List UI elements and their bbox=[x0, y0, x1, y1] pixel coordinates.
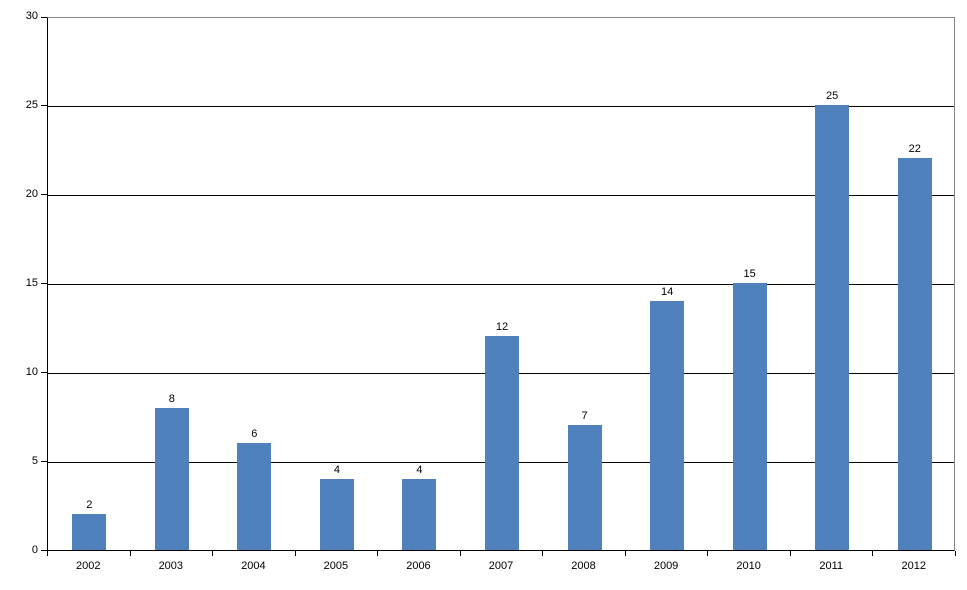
x-tick-11 bbox=[955, 551, 956, 556]
x-tick-7 bbox=[624, 551, 626, 556]
gridline-y-25 bbox=[48, 106, 954, 107]
bar-value-label-2012: 22 bbox=[908, 143, 921, 156]
bar-value-label-2008: 7 bbox=[581, 410, 588, 423]
x-tick-9 bbox=[789, 551, 791, 556]
bar-2002 bbox=[72, 514, 107, 550]
x-tick-2 bbox=[212, 551, 214, 556]
y-axis-tick-label-0: 0 bbox=[31, 544, 38, 556]
bar-value-label-2004: 6 bbox=[251, 428, 258, 441]
gridline-y-15 bbox=[48, 284, 954, 285]
y-tick-0 bbox=[41, 550, 47, 551]
x-tick-4 bbox=[377, 551, 379, 556]
bar-value-label-2006: 4 bbox=[416, 463, 423, 476]
bar-2007 bbox=[485, 336, 519, 550]
plot-area: 2 8 6 4 4 12 7 14 15 25 22 bbox=[47, 17, 955, 551]
x-tick-5 bbox=[459, 551, 461, 556]
y-tick-25 bbox=[41, 105, 47, 106]
x-tick-6 bbox=[542, 551, 544, 556]
x-axis-tick-label-2010: 2010 bbox=[736, 560, 761, 572]
x-tick-1 bbox=[129, 551, 131, 556]
x-axis-tick-label-2005: 2005 bbox=[323, 560, 349, 572]
x-axis-tick-label-2006: 2006 bbox=[406, 560, 431, 572]
x-tick-8 bbox=[707, 551, 709, 556]
bar-value-label-2009: 14 bbox=[660, 285, 674, 298]
y-axis-tick-label-25: 25 bbox=[25, 99, 38, 111]
y-tick-30 bbox=[41, 17, 47, 18]
bar-2011 bbox=[815, 105, 850, 550]
x-axis-tick-label-2002: 2002 bbox=[76, 560, 101, 572]
y-axis-tick-label-5: 5 bbox=[31, 455, 38, 467]
bar-value-label-2003: 8 bbox=[168, 392, 175, 405]
gridline-y-20 bbox=[48, 195, 954, 196]
x-axis-tick-label-2011: 2011 bbox=[819, 560, 843, 572]
x-axis-tick-label-2007: 2007 bbox=[488, 560, 514, 572]
bar-value-label-2005: 4 bbox=[333, 463, 340, 476]
y-tick-15 bbox=[41, 283, 47, 284]
y-tick-10 bbox=[41, 372, 47, 373]
bar-2008 bbox=[567, 425, 602, 550]
bar-2004 bbox=[237, 443, 272, 550]
bar-2006 bbox=[402, 478, 437, 550]
y-tick-20 bbox=[41, 194, 47, 195]
bar-2010 bbox=[732, 283, 767, 550]
bar-value-label-2007: 12 bbox=[495, 321, 509, 334]
x-axis-tick-label-2003: 2003 bbox=[158, 560, 184, 572]
x-axis-tick-label-2009: 2009 bbox=[653, 560, 679, 572]
bar-value-label-2002: 2 bbox=[86, 499, 93, 512]
bar-2009 bbox=[650, 300, 685, 550]
x-tick-3 bbox=[294, 551, 296, 556]
y-axis-tick-label-30: 30 bbox=[25, 10, 38, 22]
y-tick-5 bbox=[41, 461, 47, 462]
bar-2005 bbox=[319, 478, 354, 550]
x-axis-tick-label-2008: 2008 bbox=[571, 560, 596, 572]
x-tick-0 bbox=[47, 551, 48, 556]
y-axis-tick-label-10: 10 bbox=[25, 366, 38, 378]
bar-2003 bbox=[154, 407, 189, 550]
y-axis-tick-label-15: 15 bbox=[25, 277, 38, 289]
y-axis-tick-label-20: 20 bbox=[25, 188, 38, 200]
bar-value-label-2010: 15 bbox=[743, 268, 756, 280]
bar-2012 bbox=[897, 158, 932, 550]
x-axis-tick-label-2004: 2004 bbox=[241, 560, 266, 572]
x-tick-10 bbox=[872, 551, 874, 556]
bar-value-label-2011: 25 bbox=[826, 90, 839, 102]
x-axis-tick-label-2012: 2012 bbox=[901, 560, 926, 572]
